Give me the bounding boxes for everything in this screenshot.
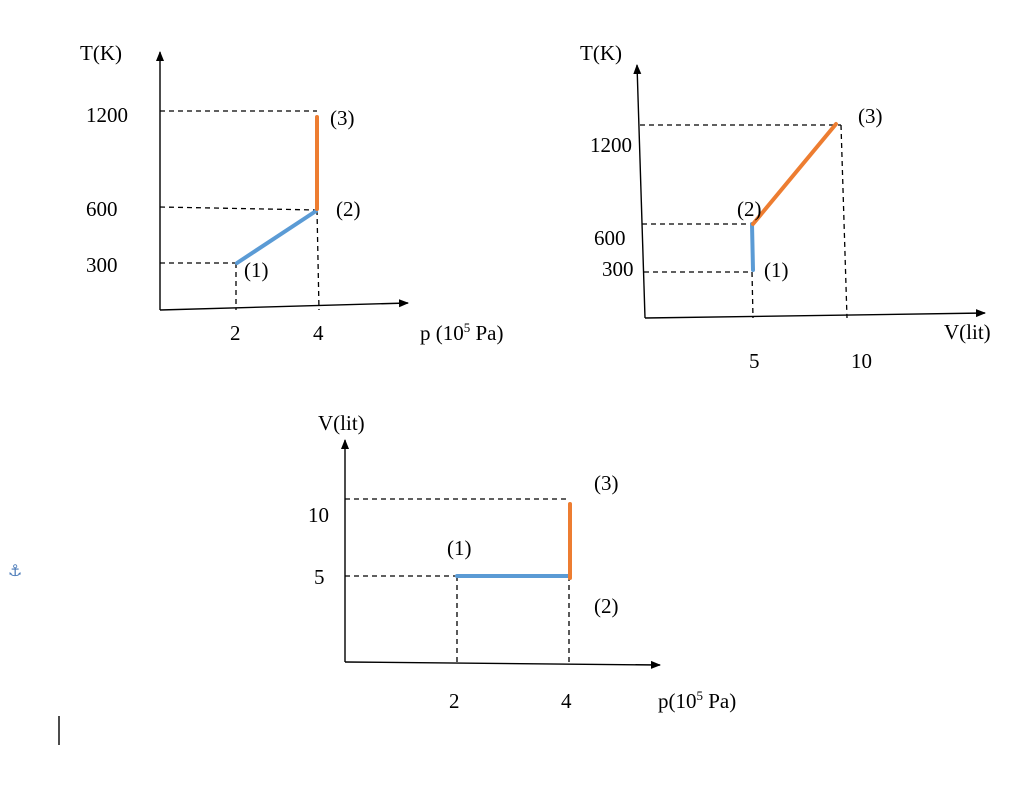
guide-line <box>159 206 318 211</box>
x-axis <box>644 309 986 319</box>
anchor-icon[interactable]: ⚓ <box>8 561 22 580</box>
process-1-2 <box>235 209 318 265</box>
y-tick-label: 1200 <box>590 133 632 157</box>
y-tick-label: 5 <box>314 565 325 589</box>
point-label: (3) <box>594 471 619 495</box>
point-label: (2) <box>594 594 619 618</box>
graph-t-vs-v: T(K) V(lit) 1200 600 300 5 10 (1) (2) (3… <box>580 41 991 373</box>
y-tick-label: 600 <box>86 197 118 221</box>
x-tick-label: 4 <box>561 689 572 713</box>
y-axis-label: T(K) <box>580 41 622 65</box>
point-label: (3) <box>858 104 883 128</box>
point-label: (1) <box>764 258 789 282</box>
point-label: (3) <box>330 106 355 130</box>
guide-line <box>316 209 320 311</box>
graph-t-vs-p: T(K) p (105 Pa) 1200 600 300 2 4 (1) (2)… <box>80 41 504 345</box>
x-axis-label: p(105 Pa) <box>658 688 736 713</box>
y-tick-label: 300 <box>602 257 634 281</box>
x-tick-label: 5 <box>749 349 760 373</box>
point-label: (1) <box>244 258 269 282</box>
x-axis-label: p (105 Pa) <box>420 320 504 345</box>
x-tick-label: 2 <box>230 321 241 345</box>
y-tick-label: 1200 <box>86 103 128 127</box>
y-tick-label: 600 <box>594 226 626 250</box>
y-axis <box>633 64 646 319</box>
point-label: (2) <box>336 197 361 221</box>
x-axis <box>159 299 409 311</box>
guide-line <box>840 124 848 319</box>
graph-v-vs-p: V(lit) p(105 Pa) 10 5 2 4 (1) (2) (3) <box>308 411 736 713</box>
y-tick-label: 300 <box>86 253 118 277</box>
process-1-2 <box>750 222 755 272</box>
point-label: (2) <box>737 197 762 221</box>
point-label: (1) <box>447 536 472 560</box>
y-tick-label: 10 <box>308 503 329 527</box>
y-axis-label: T(K) <box>80 41 122 65</box>
x-tick-label: 4 <box>313 321 324 345</box>
x-axis <box>344 660 661 669</box>
x-tick-label: 10 <box>851 349 872 373</box>
process-2-3 <box>751 122 838 226</box>
guide-line <box>751 271 754 319</box>
x-tick-label: 2 <box>449 689 460 713</box>
x-axis-label: V(lit) <box>944 320 991 344</box>
y-axis-label: V(lit) <box>318 411 365 435</box>
